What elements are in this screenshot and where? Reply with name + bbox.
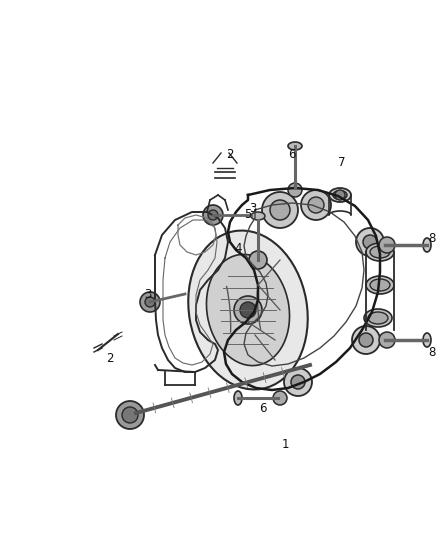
Ellipse shape xyxy=(288,142,302,150)
Ellipse shape xyxy=(364,309,392,327)
Circle shape xyxy=(116,401,144,429)
Ellipse shape xyxy=(333,190,347,199)
Ellipse shape xyxy=(423,238,431,252)
Text: 4: 4 xyxy=(234,241,242,254)
Circle shape xyxy=(301,190,331,220)
Circle shape xyxy=(284,368,312,396)
Circle shape xyxy=(308,197,324,213)
Text: 6: 6 xyxy=(288,149,296,161)
Circle shape xyxy=(363,235,377,249)
Circle shape xyxy=(145,297,155,307)
Ellipse shape xyxy=(234,391,242,405)
Text: 5: 5 xyxy=(244,208,252,222)
Circle shape xyxy=(249,251,267,269)
Ellipse shape xyxy=(251,212,265,220)
Circle shape xyxy=(379,332,395,348)
Text: 2: 2 xyxy=(226,149,234,161)
Circle shape xyxy=(356,228,384,256)
Circle shape xyxy=(291,375,305,389)
Circle shape xyxy=(262,192,298,228)
Ellipse shape xyxy=(188,231,308,390)
Ellipse shape xyxy=(329,188,351,202)
Ellipse shape xyxy=(423,333,431,347)
Text: 8: 8 xyxy=(428,345,436,359)
Circle shape xyxy=(288,183,302,197)
Ellipse shape xyxy=(370,246,390,258)
Circle shape xyxy=(352,326,380,354)
Circle shape xyxy=(379,237,395,253)
Circle shape xyxy=(335,190,345,200)
Circle shape xyxy=(359,333,373,347)
Circle shape xyxy=(203,205,223,225)
Text: 8: 8 xyxy=(428,231,436,245)
Circle shape xyxy=(273,391,287,405)
Circle shape xyxy=(240,302,256,318)
Circle shape xyxy=(270,200,290,220)
Text: 2: 2 xyxy=(106,351,114,365)
Circle shape xyxy=(140,292,160,312)
Text: 6: 6 xyxy=(259,401,267,415)
Text: 7: 7 xyxy=(338,156,346,168)
Circle shape xyxy=(234,296,262,324)
Text: 1: 1 xyxy=(281,439,289,451)
Text: 3: 3 xyxy=(144,288,152,302)
Ellipse shape xyxy=(370,279,390,291)
Circle shape xyxy=(208,210,218,220)
Ellipse shape xyxy=(366,276,394,294)
Text: 3: 3 xyxy=(249,201,257,214)
Ellipse shape xyxy=(366,243,394,261)
Ellipse shape xyxy=(368,312,388,324)
Ellipse shape xyxy=(206,254,290,366)
Circle shape xyxy=(122,407,138,423)
